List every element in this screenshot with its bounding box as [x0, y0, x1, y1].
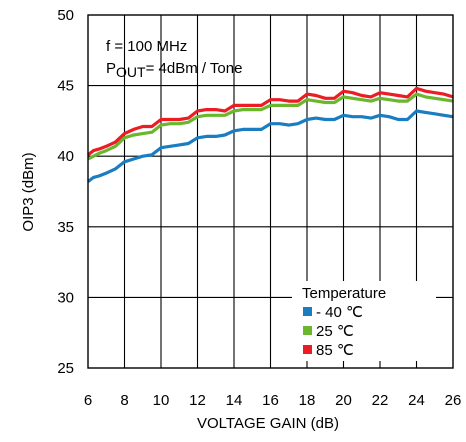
x-axis-label: VOLTAGE GAIN (dB)	[197, 415, 339, 432]
legend-title: Temperature	[302, 285, 386, 302]
legend-label: 85 ℃	[316, 342, 354, 359]
series-layer	[87, 86, 454, 183]
y-tick-label: 45	[57, 78, 74, 95]
legend-label: 25 ℃	[316, 323, 354, 340]
legend-box	[292, 281, 436, 361]
x-tick-label: 20	[335, 392, 352, 409]
series-line-85	[87, 86, 454, 157]
x-tick-label: 8	[120, 392, 128, 409]
axis-layer: 6 8 10 12 14 16 18 20 22 24 26 25 30 35 40 45 50	[57, 7, 461, 409]
y-axis-label: OIP3 (dBm)	[20, 152, 37, 231]
y-tick-label: 35	[57, 219, 74, 236]
series-line-25	[87, 92, 454, 161]
legend-items: - 40 ℃ 25 ℃ 85 ℃	[303, 304, 363, 359]
legend-swatch	[303, 326, 312, 335]
legend-swatch	[303, 307, 312, 316]
x-tick-label: 18	[299, 392, 316, 409]
annotation-pout-sub: OUT	[116, 64, 146, 80]
x-tick-label: 10	[153, 392, 170, 409]
x-tick-label: 24	[408, 392, 425, 409]
x-tick-label: 16	[262, 392, 279, 409]
annotation-pout-rest: = 4dBm / Tone	[146, 60, 243, 77]
y-tick-label: 25	[57, 360, 74, 377]
x-tick-label: 12	[189, 392, 206, 409]
x-tick-label: 6	[84, 392, 92, 409]
annotation-pout-main: P	[106, 60, 116, 77]
x-tick-label: 22	[372, 392, 389, 409]
plot-frame	[87, 14, 454, 369]
y-tick-label: 40	[57, 148, 74, 165]
annotation-frequency: f = 100 MHz	[106, 38, 187, 55]
legend-label: - 40 ℃	[316, 304, 363, 321]
y-tick-label: 50	[57, 7, 74, 24]
legend: Temperature - 40 ℃ 25 ℃ 85 ℃	[292, 281, 436, 361]
x-tick-label: 14	[226, 392, 243, 409]
y-tick-label: 30	[57, 289, 74, 306]
x-tick-label: 26	[445, 392, 462, 409]
annotation-pout: POUT= 4dBm / Tone	[106, 60, 242, 80]
legend-swatch	[303, 345, 312, 354]
series-line-40	[87, 109, 454, 183]
